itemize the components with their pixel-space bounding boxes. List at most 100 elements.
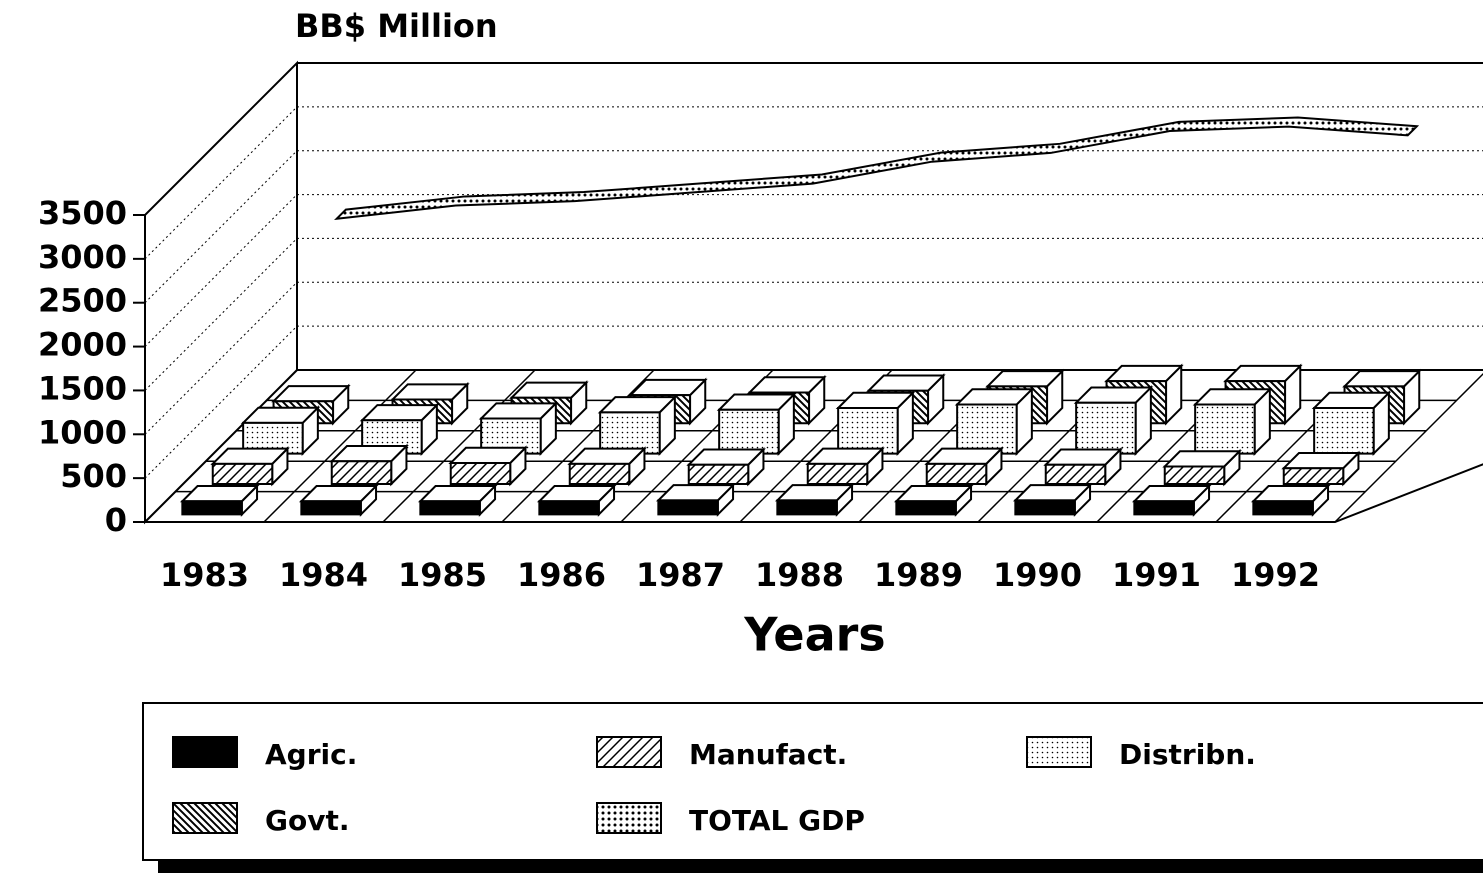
bar xyxy=(597,394,678,457)
legend-label: Distribn. xyxy=(1119,738,1256,771)
bar-front xyxy=(300,500,362,516)
x-axis-title: Years xyxy=(743,608,885,662)
bar xyxy=(210,446,290,487)
y-tick-label: 1500 xyxy=(38,369,127,407)
legend-label: Manufact. xyxy=(689,738,847,771)
grid-line xyxy=(144,281,298,435)
x-tick-label: 1988 xyxy=(755,556,844,594)
y-tick-label: 2000 xyxy=(38,326,127,364)
bar xyxy=(1043,447,1123,487)
x-tick-label: 1983 xyxy=(160,556,249,594)
bar-front xyxy=(568,462,631,485)
legend-label: Govt. xyxy=(265,804,350,837)
legend-box xyxy=(142,702,1483,861)
bar-front xyxy=(1014,499,1076,516)
bar-front xyxy=(599,411,661,455)
floor-line xyxy=(1334,372,1483,523)
y-tick-label: 3500 xyxy=(38,194,127,232)
bar-front xyxy=(538,500,600,516)
grid-line xyxy=(144,62,298,216)
bar-front xyxy=(776,499,838,516)
bar-front xyxy=(1282,467,1345,485)
y-tick-label: 3000 xyxy=(38,238,127,276)
bar xyxy=(567,446,647,487)
plot xyxy=(179,116,1422,517)
bar xyxy=(774,482,855,517)
bar-front xyxy=(330,460,393,485)
x-tick-label: 1985 xyxy=(398,556,487,594)
bar xyxy=(835,390,916,457)
bar-front xyxy=(1075,401,1137,455)
bar-front xyxy=(1044,463,1107,485)
bar xyxy=(1162,448,1242,487)
grid-line xyxy=(144,325,298,479)
x-tick-label: 1991 xyxy=(1112,556,1201,594)
bar xyxy=(1012,482,1093,517)
bar-front xyxy=(419,500,481,516)
grid-line xyxy=(144,106,298,260)
legend-label: Agric. xyxy=(265,738,357,771)
bar-front xyxy=(687,463,750,485)
grid-line xyxy=(144,238,298,391)
bar-front xyxy=(837,406,899,455)
bar-front xyxy=(1133,500,1195,516)
bar xyxy=(536,483,617,517)
bar-front xyxy=(895,500,957,516)
x-tick-label: 1992 xyxy=(1231,556,1320,594)
bar xyxy=(298,483,379,517)
bar xyxy=(1192,386,1273,457)
gdp-ribbon xyxy=(334,116,1420,221)
y-tick-label: 2500 xyxy=(38,282,127,320)
bar xyxy=(1073,385,1154,457)
bar-front xyxy=(925,462,988,485)
bar-front xyxy=(449,461,512,485)
y-tick-label: 1000 xyxy=(38,413,127,451)
bar-front xyxy=(1313,406,1375,455)
bar xyxy=(417,483,498,517)
bar xyxy=(179,483,260,517)
x-tick-label: 1984 xyxy=(279,556,368,594)
bar xyxy=(1281,450,1361,487)
bar xyxy=(478,400,559,457)
legend-swatch xyxy=(596,736,662,768)
legend-swatch xyxy=(1026,736,1092,768)
bar-front xyxy=(1194,403,1256,455)
grid-line xyxy=(144,194,298,347)
legend-swatch xyxy=(172,736,238,768)
bar xyxy=(329,443,409,487)
legend: Agric. Manufact. Distribn. Govt. TOTAL GDP xyxy=(172,736,1256,837)
bar xyxy=(686,447,766,487)
x-tick-label: 1990 xyxy=(993,556,1082,594)
bar-front xyxy=(657,499,719,516)
y-tick-label: 500 xyxy=(60,457,127,495)
bar xyxy=(954,386,1035,457)
bar xyxy=(1131,483,1212,517)
bar xyxy=(240,405,321,457)
x-tick-label: 1989 xyxy=(874,556,963,594)
bar-front xyxy=(956,403,1018,455)
floor-line xyxy=(501,369,655,523)
y-tick-label: 0 xyxy=(105,501,127,539)
bar xyxy=(448,445,528,487)
bar xyxy=(655,482,736,517)
bar xyxy=(1250,483,1331,517)
bar-front xyxy=(718,408,780,455)
bar xyxy=(1311,390,1392,457)
bar-front xyxy=(1252,500,1314,516)
y-axis-title: BB$ Million xyxy=(295,7,498,45)
bar-front xyxy=(806,462,869,485)
x-tick-label: 1987 xyxy=(636,556,725,594)
legend-swatch xyxy=(172,802,238,834)
bar xyxy=(716,392,797,457)
bar xyxy=(805,446,885,487)
legend-swatch xyxy=(596,802,662,834)
legend-label: TOTAL GDP xyxy=(689,804,865,837)
bar xyxy=(924,446,1004,487)
legend-shadow xyxy=(158,858,1483,873)
grid-line xyxy=(144,150,298,304)
bar-front xyxy=(181,500,243,516)
floor-line xyxy=(382,369,536,523)
floor-line xyxy=(263,369,417,523)
bar xyxy=(893,483,974,517)
